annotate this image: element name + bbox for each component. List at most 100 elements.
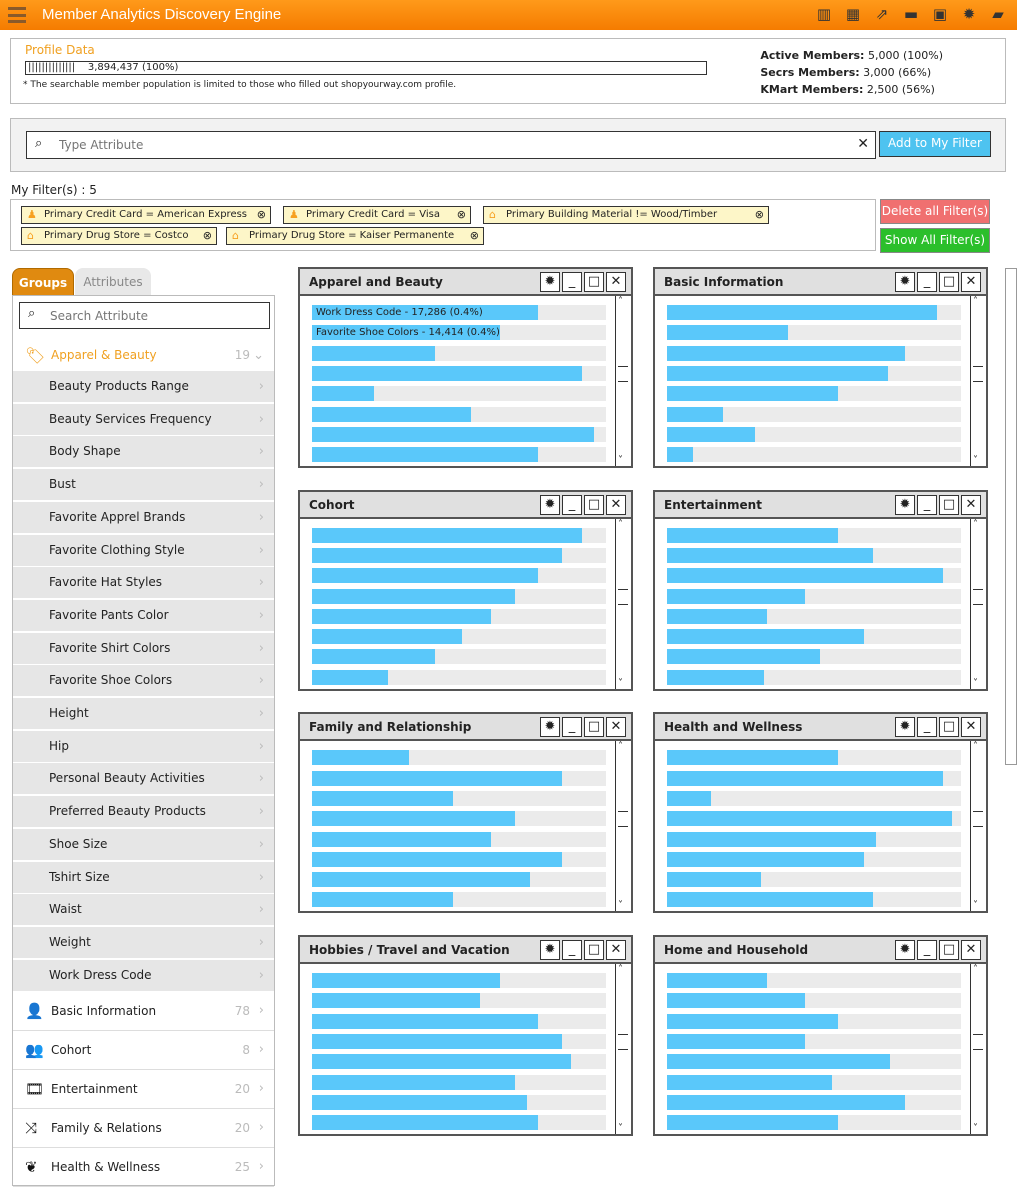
- scroll-thumb[interactable]: [973, 366, 983, 382]
- sidebar-attribute-item[interactable]: Weight ›: [13, 926, 274, 960]
- sidebar-attribute-item[interactable]: Favorite Clothing Style ›: [13, 534, 274, 568]
- show-all-filters-button[interactable]: Show All Filter(s): [880, 228, 990, 253]
- bar-fill[interactable]: [667, 1094, 906, 1110]
- filter-chip[interactable]: ♟ Primary Credit Card = American Express ⊗: [21, 206, 271, 224]
- close-button[interactable]: ✕: [606, 940, 626, 961]
- scroll-down-icon[interactable]: ˅: [973, 1123, 978, 1135]
- clear-icon[interactable]: ✕: [857, 136, 869, 152]
- save-icon[interactable]: ▣: [932, 5, 948, 23]
- panel-scrollbar[interactable]: ˄ ˅: [970, 518, 986, 689]
- bar-fill[interactable]: [312, 851, 562, 867]
- bar-fill[interactable]: [667, 1054, 891, 1070]
- remove-filter-icon[interactable]: ⊗: [256, 208, 266, 221]
- scroll-down-icon[interactable]: ˅: [618, 677, 623, 689]
- maximize-button[interactable]: □: [939, 272, 959, 292]
- tab-groups[interactable]: Groups: [12, 268, 74, 296]
- sidebar-search-field[interactable]: ⌕: [19, 302, 270, 329]
- minimize-button[interactable]: _: [562, 272, 582, 292]
- sidebar-attribute-item[interactable]: Bust ›: [13, 469, 274, 503]
- minimize-button[interactable]: _: [917, 940, 937, 961]
- bar-fill[interactable]: [667, 1033, 806, 1049]
- close-button[interactable]: ✕: [961, 940, 981, 961]
- scroll-thumb[interactable]: [618, 366, 628, 382]
- bar-fill[interactable]: [667, 325, 788, 341]
- maximize-button[interactable]: □: [939, 717, 959, 738]
- sidebar-group-item[interactable]: ⤨ Family & Relations 20 ›: [13, 1109, 274, 1148]
- bar-fill[interactable]: [312, 1033, 562, 1049]
- bar-fill[interactable]: [667, 426, 756, 442]
- sidebar-search-input[interactable]: [48, 308, 258, 324]
- panel-scrollbar[interactable]: ˄ ˅: [615, 296, 631, 466]
- sidebar-group-item[interactable]: ❦ Health & Wellness 25 ›: [13, 1148, 274, 1187]
- filter-chip[interactable]: ⌂ Primary Building Material != Wood/Timbe…: [483, 206, 769, 224]
- group-apparel-beauty[interactable]: 🏷 Apparel & Beauty 19 ⌄: [13, 340, 274, 371]
- minimize-button[interactable]: _: [562, 717, 582, 738]
- bar-fill[interactable]: [667, 547, 873, 563]
- scroll-up-icon[interactable]: ˄: [618, 296, 623, 307]
- bar-fill[interactable]: [667, 345, 906, 361]
- remove-filter-icon[interactable]: ⊗: [202, 229, 212, 242]
- maximize-button[interactable]: □: [584, 717, 604, 738]
- bar-fill[interactable]: [667, 629, 864, 645]
- scroll-down-icon[interactable]: ˅: [618, 1123, 623, 1135]
- scroll-up-icon[interactable]: ˄: [618, 964, 623, 976]
- scroll-thumb[interactable]: [973, 1034, 983, 1051]
- sidebar-attribute-item[interactable]: Height ›: [13, 698, 274, 731]
- bar-fill[interactable]: [312, 406, 471, 422]
- maximize-button[interactable]: □: [584, 272, 604, 292]
- bar-fill[interactable]: [312, 993, 480, 1009]
- bar-fill[interactable]: [667, 447, 694, 463]
- filter-chip[interactable]: ♟ Primary Credit Card = Visa ⊗: [283, 206, 471, 224]
- maximize-button[interactable]: □: [939, 494, 959, 515]
- sidebar-attribute-item[interactable]: Preferred Beauty Products ›: [13, 796, 274, 830]
- scroll-up-icon[interactable]: ˄: [973, 296, 978, 307]
- bar-fill[interactable]: [312, 811, 515, 827]
- tab-attributes[interactable]: Attributes: [75, 268, 151, 296]
- filter-chip[interactable]: ⌂ Primary Drug Store = Kaiser Permanente ⊗: [226, 227, 484, 245]
- menu-icon[interactable]: [8, 7, 26, 23]
- bar-fill[interactable]: [312, 345, 436, 361]
- bar-fill[interactable]: [667, 588, 806, 604]
- bar-fill[interactable]: [667, 831, 876, 847]
- panel-scrollbar[interactable]: ˄ ˅: [970, 741, 986, 912]
- maximize-button[interactable]: □: [939, 940, 959, 961]
- bar-fill[interactable]: [312, 669, 389, 685]
- bar-fill[interactable]: [312, 447, 539, 463]
- bar-fill[interactable]: [667, 770, 944, 786]
- sidebar-attribute-item[interactable]: Favorite Apprel Brands ›: [13, 501, 274, 535]
- folder-icon[interactable]: ▬: [903, 5, 919, 23]
- filter-chip[interactable]: ⌂ Primary Drug Store = Costco ⊗: [21, 227, 217, 245]
- bar-fill[interactable]: [667, 750, 838, 766]
- book-icon[interactable]: ▰: [992, 5, 1004, 23]
- scroll-up-icon[interactable]: ˄: [618, 741, 623, 753]
- bar-fill[interactable]: [312, 527, 583, 543]
- scroll-down-icon[interactable]: ˅: [618, 900, 623, 912]
- panel-scrollbar[interactable]: ˄ ˅: [615, 964, 631, 1135]
- bar-fill[interactable]: [312, 1115, 539, 1131]
- minimize-button[interactable]: _: [917, 494, 937, 515]
- bar-fill[interactable]: Work Dress Code - 17,286 (0.4%): [312, 305, 539, 320]
- scroll-thumb[interactable]: [618, 588, 628, 605]
- sidebar-attribute-item[interactable]: Beauty Services Frequency ›: [13, 403, 274, 437]
- bar-fill[interactable]: [312, 1094, 527, 1110]
- settings-button[interactable]: ✹: [540, 717, 560, 738]
- remove-filter-icon[interactable]: ⊗: [456, 208, 466, 221]
- sidebar-attribute-item[interactable]: Personal Beauty Activities ›: [13, 763, 274, 797]
- bar-fill[interactable]: [312, 547, 562, 563]
- scroll-down-icon[interactable]: ˅: [618, 455, 623, 466]
- bar-fill[interactable]: [667, 649, 820, 665]
- bar-fill[interactable]: [667, 993, 806, 1009]
- bar-fill[interactable]: [312, 770, 562, 786]
- close-button[interactable]: ✕: [961, 494, 981, 515]
- bar-fill[interactable]: [667, 851, 864, 867]
- minimize-button[interactable]: _: [562, 494, 582, 515]
- attribute-search-input[interactable]: [57, 137, 837, 153]
- close-button[interactable]: ✕: [606, 272, 626, 292]
- sidebar-attribute-item[interactable]: Favorite Hat Styles ›: [13, 567, 274, 601]
- close-button[interactable]: ✕: [606, 494, 626, 515]
- bar-fill[interactable]: [312, 386, 374, 402]
- close-button[interactable]: ✕: [961, 272, 981, 292]
- sidebar-group-item[interactable]: 🎞 Entertainment 20 ›: [13, 1070, 274, 1109]
- minimize-button[interactable]: _: [917, 272, 937, 292]
- bar-fill[interactable]: [312, 1074, 515, 1090]
